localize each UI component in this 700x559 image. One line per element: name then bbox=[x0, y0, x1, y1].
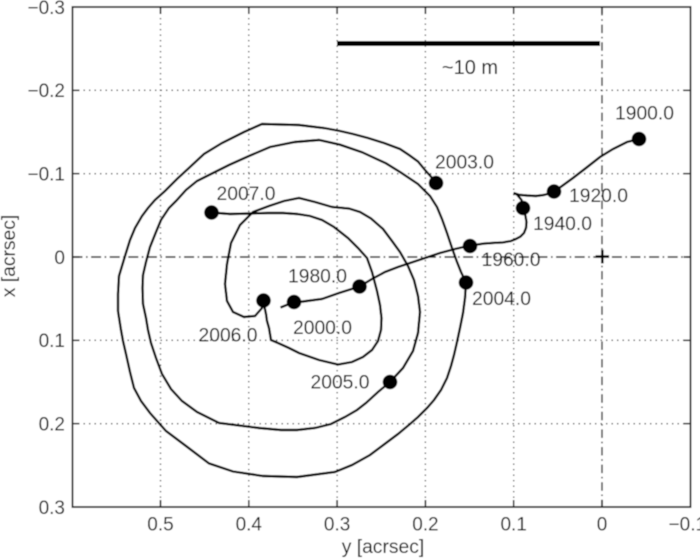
svg-text:y [acrsec]: y [acrsec] bbox=[342, 537, 425, 558]
svg-text:2003.0: 2003.0 bbox=[435, 153, 494, 174]
svg-text:−0.2: −0.2 bbox=[27, 81, 65, 102]
svg-text:~10 m: ~10 m bbox=[442, 57, 498, 79]
svg-text:1980.0: 1980.0 bbox=[288, 267, 347, 288]
svg-text:2004.0: 2004.0 bbox=[472, 289, 531, 310]
svg-text:1940.0: 1940.0 bbox=[533, 214, 592, 235]
svg-text:1920.0: 1920.0 bbox=[569, 186, 628, 207]
svg-text:0: 0 bbox=[597, 515, 608, 536]
svg-text:0.1: 0.1 bbox=[500, 515, 526, 536]
svg-text:−0.1: −0.1 bbox=[669, 515, 700, 536]
svg-text:0: 0 bbox=[54, 248, 65, 269]
svg-text:x [acrsec]: x [acrsec] bbox=[0, 215, 20, 298]
svg-text:2005.0: 2005.0 bbox=[311, 373, 370, 394]
svg-text:0.3: 0.3 bbox=[39, 498, 65, 519]
svg-text:1960.0: 1960.0 bbox=[482, 250, 541, 271]
svg-text:−0.3: −0.3 bbox=[27, 0, 65, 19]
svg-text:2000.0: 2000.0 bbox=[293, 318, 352, 339]
svg-text:0.2: 0.2 bbox=[412, 515, 438, 536]
svg-text:1900.0: 1900.0 bbox=[615, 104, 674, 125]
svg-text:0.5: 0.5 bbox=[147, 515, 173, 536]
svg-text:0.1: 0.1 bbox=[39, 331, 65, 352]
svg-text:0.4: 0.4 bbox=[236, 515, 263, 536]
svg-text:0.2: 0.2 bbox=[39, 415, 65, 436]
svg-text:2006.0: 2006.0 bbox=[199, 326, 258, 347]
svg-text:2007.0: 2007.0 bbox=[217, 184, 276, 205]
svg-text:0.3: 0.3 bbox=[324, 515, 350, 536]
svg-text:−0.1: −0.1 bbox=[27, 165, 65, 186]
